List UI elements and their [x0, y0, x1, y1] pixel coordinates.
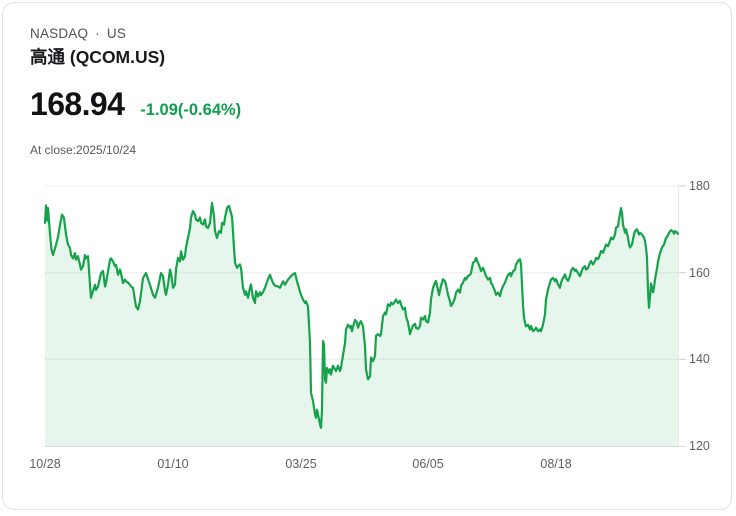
x-axis-label: 03/25: [285, 457, 317, 471]
y-axis-label: 180: [689, 179, 710, 193]
price-change: -1.09(-0.64%): [140, 101, 242, 119]
x-axis-label: 06/05: [412, 457, 444, 471]
region-label: US: [106, 26, 127, 41]
y-axis-label: 140: [689, 352, 710, 367]
y-axis-label: 120: [689, 439, 710, 453]
price-row: 168.94 -1.09(-0.64%): [30, 86, 242, 122]
x-axis-label: 01/10: [157, 457, 189, 471]
close-time-note: At close:2025/10/24: [30, 143, 137, 157]
chart-hover-area[interactable]: [45, 178, 679, 446]
stock-quote-card: NASDAQ · US 高通 (QCOM.US) 168.94 -1.09(-0.6…: [2, 2, 732, 510]
x-axis-label: 08/18: [540, 457, 572, 471]
x-axis-labels: 10/28 01/10 03/25 06/05 08/18: [3, 457, 736, 473]
y-axis-label: 160: [689, 265, 710, 280]
x-axis-label: 10/28: [29, 457, 61, 471]
separator-dot: ·: [95, 26, 100, 41]
stock-title: 高通 (QCOM.US): [30, 47, 166, 67]
price-value: 168.94: [30, 86, 125, 122]
exchange-label: NASDAQ: [30, 26, 89, 41]
market-line: NASDAQ · US: [30, 26, 126, 42]
